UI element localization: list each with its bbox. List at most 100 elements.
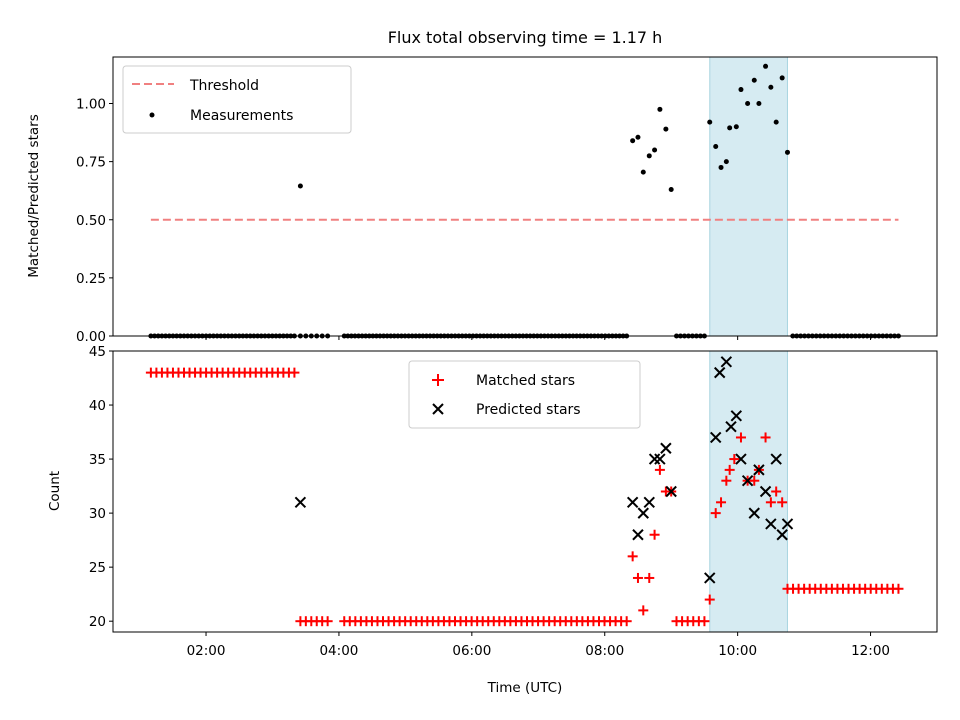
matched-star-point: [735, 432, 746, 443]
matched-star-point: [627, 551, 638, 562]
bottom-x-ticks: 02:00 04:00 06:00 08:00 10:00 12:00: [187, 632, 890, 659]
predicted-star-point-b: [748, 507, 760, 519]
predicted-star-point-b: [632, 529, 644, 541]
measurement-point: [652, 147, 658, 153]
legend-matched-label: Matched stars: [476, 373, 575, 389]
bottom-legend-box: [408, 360, 641, 429]
predicted-star-point: [725, 420, 737, 433]
matched-star-point: [704, 594, 715, 605]
matched-star-point: [765, 497, 776, 508]
predicted-star-point: [665, 485, 677, 498]
predicted-star-point-b: [720, 356, 733, 368]
measurement-point: [630, 138, 636, 144]
predicted-star-point-b: [730, 410, 743, 422]
predicted-star-point-b: [741, 474, 754, 487]
bottom-y-tick-label: 45: [89, 344, 106, 360]
top-x-ticks: [205, 336, 872, 340]
top-panel: 0.00 0.25 0.50 0.75 1.00 Flux total observin…: [26, 28, 938, 345]
top-y-axis-label: Matched/Predicted stars: [26, 114, 42, 277]
top-y-tick-label: 0.00: [76, 329, 106, 345]
predicted-star-point: [765, 518, 777, 530]
measurement-point: [763, 63, 769, 69]
legend-measurements-marker: [149, 112, 155, 118]
matched-star-point: [644, 572, 655, 583]
bottom-y-tick-label: 25: [89, 560, 106, 576]
predicted-star-point: [720, 356, 733, 368]
measurement-point: [668, 187, 674, 193]
bottom-y-tick-label: 20: [89, 614, 106, 630]
top-legend: Threshold Measurements: [122, 65, 352, 134]
predicted-star-point: [710, 431, 722, 444]
predicted-star-point: [648, 453, 661, 465]
top-y-tick-label: 0.75: [76, 155, 106, 171]
matched-star-point: [289, 367, 300, 378]
bottom-x-tick-label: 10:00: [718, 643, 757, 659]
bottom-x-tick-label: 12:00: [851, 643, 890, 659]
predicted-star-point-b: [710, 431, 722, 444]
measurement-point: [718, 164, 724, 170]
predicted-star-point-b: [735, 453, 747, 465]
predicted-star-point: [776, 529, 788, 541]
predicted-star-point-b: [660, 442, 672, 454]
top-y-tick-label: 0.50: [76, 213, 106, 229]
predicted-star-point: [713, 366, 726, 379]
bottom-x-axis-label: Time (UTC): [487, 680, 563, 696]
top-axes-frame: [112, 56, 938, 337]
measurement-point: [768, 84, 774, 90]
measurement-point: [745, 101, 751, 106]
legend-predicted-marker: [432, 403, 444, 415]
measurement-point: [297, 183, 303, 189]
predicted-star-point-b: [776, 529, 788, 541]
matched-star-point: [654, 464, 665, 475]
predicted-star-point-b: [704, 572, 716, 584]
predicted-star-point-b: [770, 453, 782, 465]
measurement-point: [646, 153, 652, 159]
predicted-star-point-b: [294, 496, 307, 509]
predicted-star-point-b: [725, 420, 737, 433]
matched-star-point: [649, 529, 660, 540]
bottom-x-tick-label: 04:00: [319, 643, 358, 659]
matched-star-point: [777, 497, 788, 508]
matched-star-point: [771, 486, 782, 497]
bottom-axes-frame: [112, 350, 938, 633]
measurement-point: [751, 77, 757, 83]
matched-star-point: [322, 616, 333, 627]
measurement-point: [635, 134, 641, 140]
measurement-point: [707, 119, 713, 125]
predicted-star-point-b: [765, 518, 777, 530]
bottom-legend: Matched stars Predicted stars: [408, 360, 641, 429]
predicted-star-point: [753, 464, 765, 476]
matched-star-point: [699, 616, 710, 627]
measurement-point: [733, 124, 739, 130]
bottom-y-tick-label: 30: [89, 506, 106, 522]
top-y-ticks: 0.00 0.25 0.50 0.75 1.00: [76, 97, 113, 345]
bottom-plot-area: [145, 356, 904, 627]
matched-star-point: [729, 454, 740, 465]
predicted-star-point-b: [781, 518, 794, 530]
matched-star-point: [721, 475, 732, 486]
top-y-tick-label: 0.25: [76, 271, 106, 287]
predicted-star-point: [704, 572, 716, 584]
predicted-star-point: [626, 496, 639, 509]
measurement-point: [640, 169, 646, 175]
predicted-star-point: [759, 485, 772, 498]
measurement-point: [773, 119, 779, 125]
top-legend-box: [122, 65, 352, 134]
predicted-star-point: [643, 496, 655, 509]
measurement-point: [784, 149, 790, 155]
bottom-y-ticks: 20 25 30 35 40 45: [89, 344, 113, 630]
predicted-star-point: [781, 518, 794, 530]
legend-matched-marker: [432, 374, 444, 386]
bottom-x-tick-label: 02:00: [187, 643, 226, 659]
matched-star-point: [893, 583, 904, 594]
predicted-star-point: [748, 507, 760, 519]
predicted-star-point-b: [713, 366, 726, 379]
predicted-star-point: [770, 453, 782, 465]
top-y-tick-label: 1.00: [76, 97, 106, 113]
matched-star-point: [632, 572, 643, 583]
top-highlight-span: [709, 56, 788, 337]
predicted-star-point: [730, 410, 743, 422]
matched-star-point: [716, 497, 727, 508]
bottom-y-axis-label: Count: [47, 471, 63, 511]
predicted-star-point: [735, 453, 747, 465]
